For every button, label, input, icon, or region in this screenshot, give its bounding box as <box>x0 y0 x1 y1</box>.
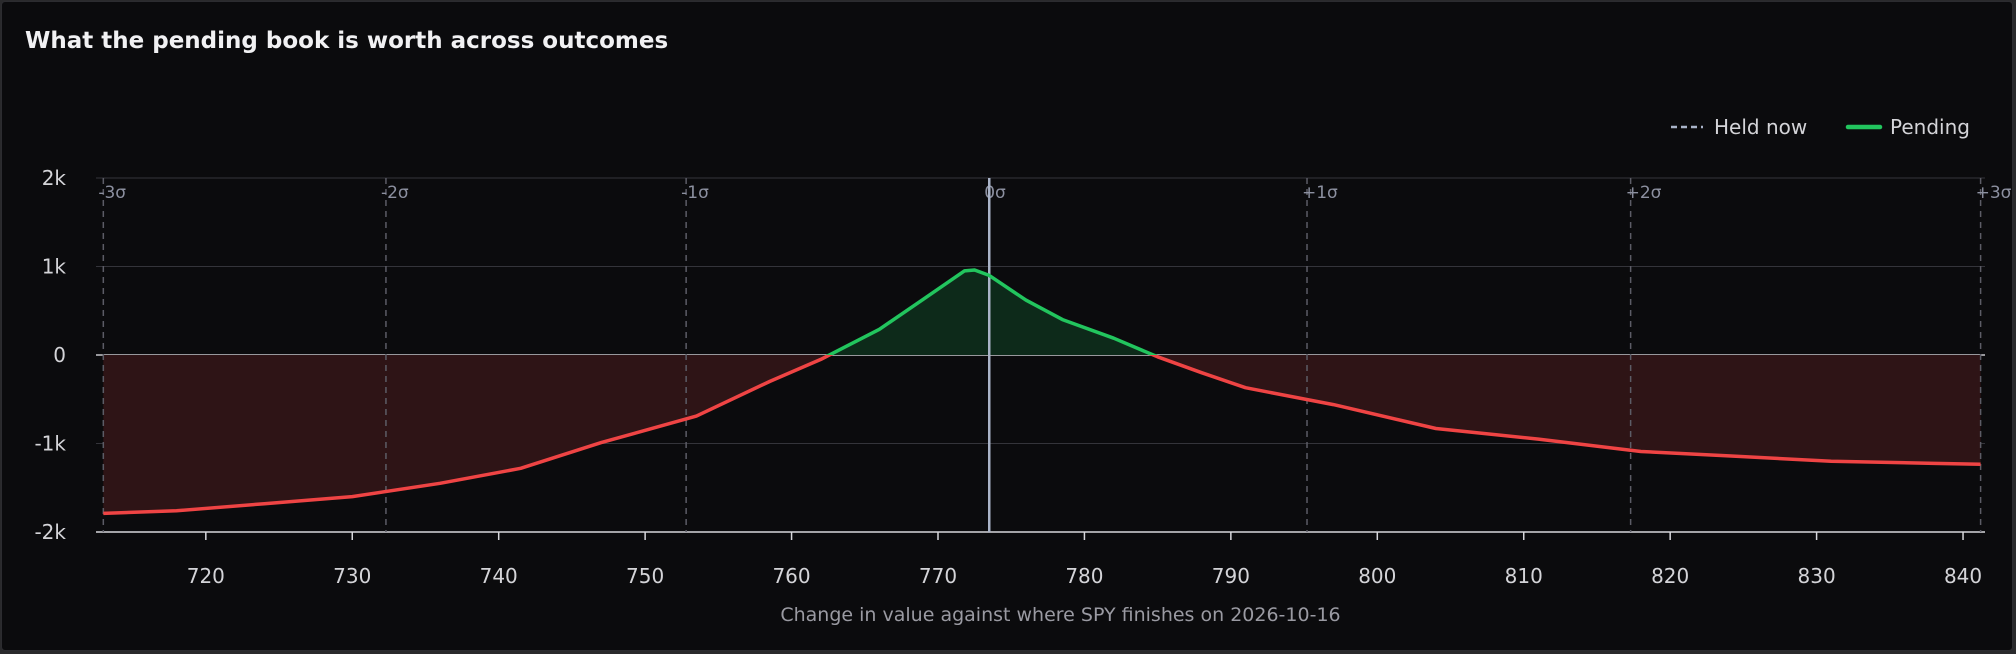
x-tick-label: 720 <box>187 564 225 588</box>
x-tick-label: 770 <box>919 564 957 588</box>
y-tick-label: -2k <box>34 520 66 544</box>
series-lines <box>103 268 1981 516</box>
x-tick-label: 750 <box>626 564 664 588</box>
sigma-label: -2σ <box>381 183 409 203</box>
x-tick-label: 730 <box>333 564 371 588</box>
x-tick-label: 740 <box>480 564 518 588</box>
legend-pending-label: Pending <box>1890 115 1970 139</box>
x-tick-label: 830 <box>1798 564 1836 588</box>
negative-area <box>103 355 1981 514</box>
legend: Held now Pending <box>1671 115 1970 139</box>
x-tick-label: 820 <box>1651 564 1689 588</box>
sigma-label: +3σ <box>1976 183 2012 203</box>
sigma-label: 0σ <box>984 183 1006 203</box>
chart-title: What the pending book is worth across ou… <box>25 28 669 54</box>
axes: 2k 1k 0 -1k -2k 720 730 740 750 760 770 780 790 800 81… <box>34 166 1982 626</box>
x-tick-label: 810 <box>1505 564 1543 588</box>
x-axis-label: Change in value against where SPY finish… <box>780 604 1340 626</box>
x-tick-label: 780 <box>1065 564 1103 588</box>
sigma-label: -1σ <box>681 183 709 203</box>
legend-held-now-label: Held now <box>1714 115 1807 139</box>
y-tick-label: 1k <box>42 255 67 279</box>
y-tick-label: 2k <box>42 166 67 190</box>
sigma-label: +1σ <box>1302 183 1338 203</box>
sigma-label: +2σ <box>1626 183 1662 203</box>
sigma-label: -3σ <box>98 183 126 203</box>
y-tick-label: -1k <box>34 432 66 456</box>
sigma-lines: -3σ -2σ -1σ 0σ +1σ +2σ +3σ <box>98 178 2012 532</box>
x-tick-label: 800 <box>1358 564 1396 588</box>
pending-line-negative <box>103 355 1981 516</box>
x-tick-label: 790 <box>1212 564 1250 588</box>
x-tick-label: 760 <box>772 564 810 588</box>
area-fills <box>103 270 1981 514</box>
positive-area <box>103 270 1981 355</box>
y-tick-label: 0 <box>53 343 66 367</box>
pending-line-positive <box>825 268 1158 355</box>
x-tick-label: 840 <box>1944 564 1982 588</box>
